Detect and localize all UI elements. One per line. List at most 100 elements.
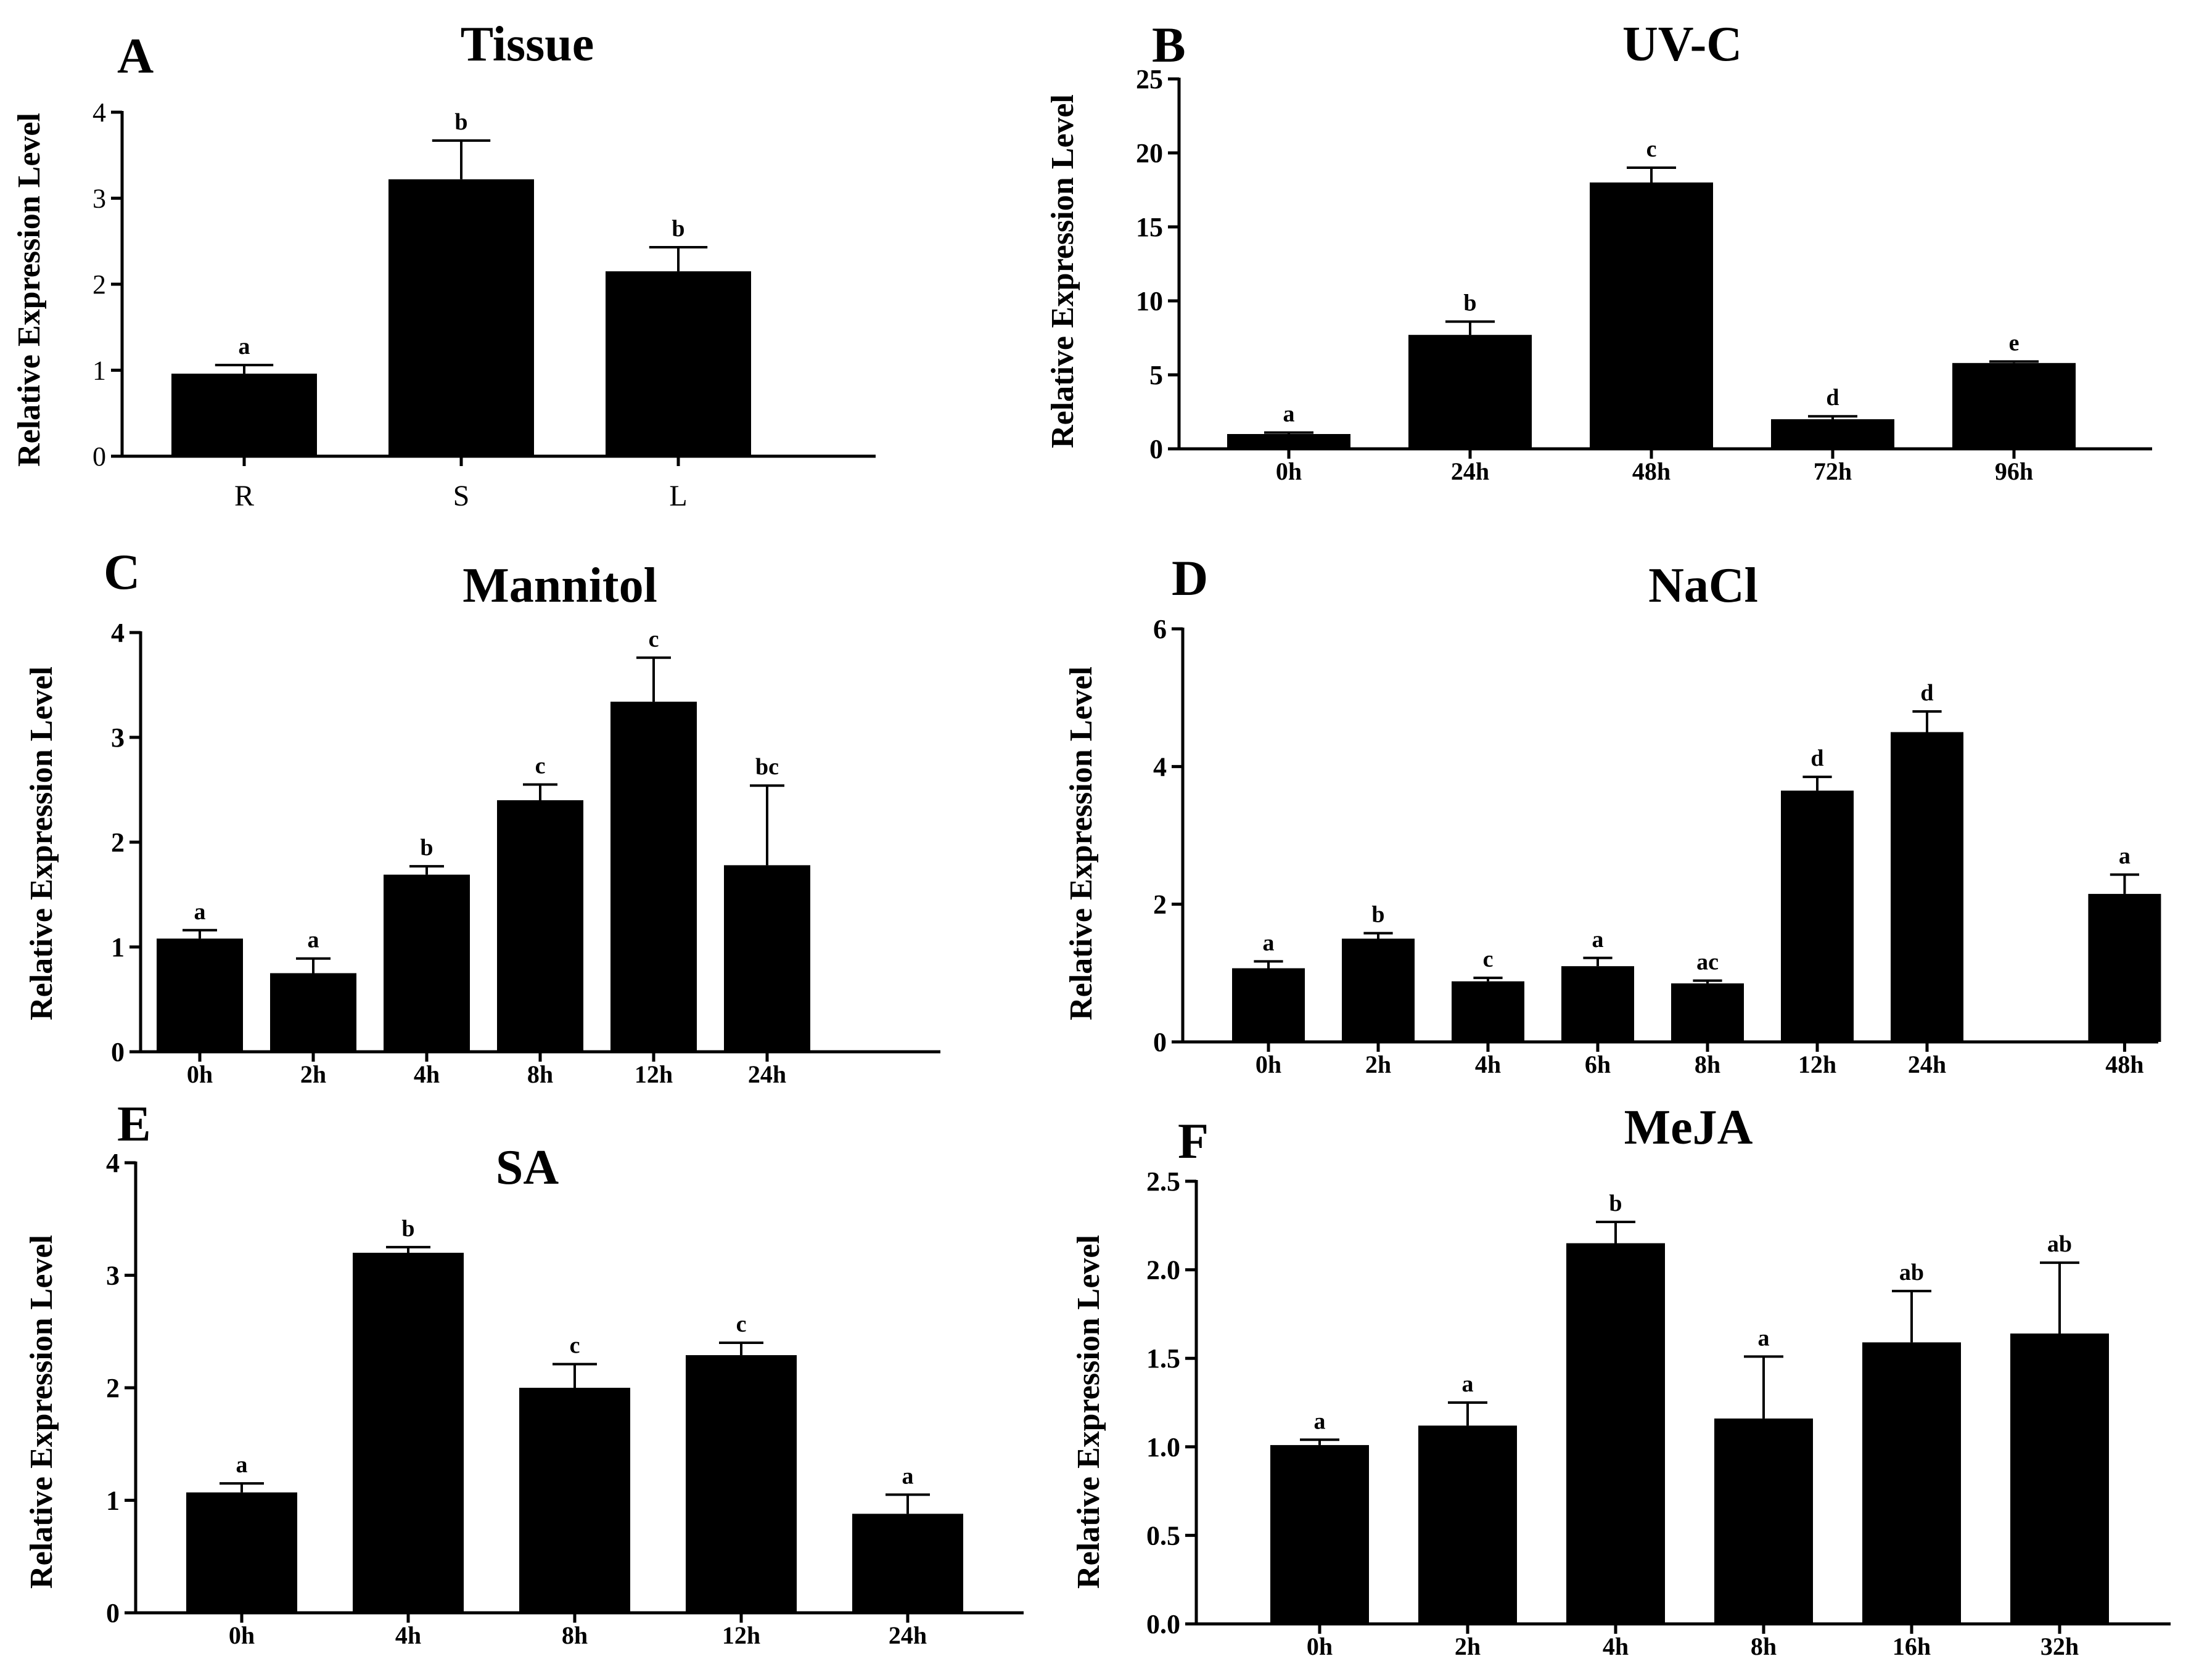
- panel-a-bar: [606, 271, 751, 456]
- panel-e-bar: [186, 1492, 297, 1613]
- panel-b-x-tick-label: 48h: [1632, 457, 1671, 485]
- panel-e-y-tick-label: 0: [106, 1598, 120, 1628]
- panel-c-error-bar: [523, 783, 557, 800]
- panel-c-y-tick-label: 2: [111, 827, 125, 858]
- panel-d-bar: [1232, 968, 1305, 1042]
- panel-f-x-tick-label: 8h: [1751, 1633, 1777, 1660]
- panel-f-title: MeJA: [1624, 1100, 1753, 1155]
- panel-c-significance-label: a: [308, 927, 319, 953]
- panel-f-x-tick-label: 0h: [1307, 1633, 1333, 1660]
- panel-c-y-axis-label: Relative Expression Level: [24, 666, 59, 1020]
- panel-b-letter: B: [1152, 17, 1186, 73]
- panel-f-letter: F: [1178, 1113, 1209, 1169]
- panel-d-bar: [1781, 790, 1854, 1042]
- panel-c-bar: [384, 874, 470, 1052]
- panel-c-bar: [270, 973, 356, 1052]
- panel-d-error-bar: [1363, 932, 1393, 939]
- panel-b-y-tick-label: 25: [1136, 64, 1163, 94]
- panel-b-bar: [1590, 182, 1713, 449]
- panel-c-x-tick-label: 12h: [635, 1060, 673, 1088]
- panel-c-x-tick-label: 24h: [748, 1060, 786, 1088]
- panel-c-letter: C: [104, 544, 140, 600]
- panel-e-x-tick-label: 12h: [722, 1621, 760, 1649]
- panel-e-y-tick-label: 2: [106, 1373, 120, 1403]
- panel-b-y-tick-label: 5: [1149, 360, 1163, 390]
- panel-e-x-tick-label: 4h: [395, 1621, 421, 1649]
- panel-f-error-bar: [1892, 1290, 1931, 1343]
- panel-f-y-tick-label: 2.0: [1146, 1255, 1180, 1285]
- panel-c-significance-label: c: [649, 626, 659, 652]
- panel-e-bar: [519, 1388, 630, 1613]
- panel-d-x-tick-label: 48h: [2105, 1051, 2143, 1078]
- panel-b-x-tick-label: 24h: [1451, 457, 1489, 485]
- panel-e-significance-label: c: [736, 1311, 747, 1337]
- panel-d-error-bar: [1254, 960, 1283, 969]
- panel-f-x-tick-label: 32h: [2041, 1633, 2079, 1660]
- panel-e-bar: [686, 1355, 797, 1613]
- panel-b-bar: [1227, 434, 1350, 449]
- panel-a-y-tick-label: 3: [92, 184, 106, 214]
- panel-b-bar: [1952, 363, 2076, 449]
- panel-d-x-tick-label: 24h: [1908, 1051, 1946, 1078]
- panel-f-y-axis-label: Relative Expression Level: [1071, 1235, 1106, 1589]
- panel-d-bar: [1561, 966, 1634, 1042]
- panel-d-y-tick-label: 6: [1153, 614, 1167, 644]
- panel-f-bar: [1270, 1444, 1369, 1624]
- panel-b-significance-label: e: [2009, 330, 2020, 356]
- panel-a-error-bar: [649, 246, 708, 272]
- panel-c-error-bar: [296, 957, 331, 973]
- panel-e-bar: [353, 1253, 464, 1613]
- panel-e-x-tick-label: 8h: [562, 1621, 588, 1649]
- panel-d-y-tick-label: 2: [1153, 890, 1167, 920]
- panel-b-error-bar: [1445, 320, 1495, 335]
- panel-d-significance-label: c: [1483, 946, 1494, 972]
- panel-d-error-bar: [2110, 873, 2139, 894]
- panel-d-significance-label: a: [2119, 843, 2131, 869]
- panel-b-significance-label: d: [1826, 385, 1839, 411]
- panel-f-bar: [1418, 1425, 1517, 1624]
- panel-f-significance-label: ab: [1899, 1260, 1924, 1285]
- panel-f-significance-label: a: [1462, 1371, 1474, 1397]
- panel-a-significance-label: a: [239, 334, 250, 359]
- panel-d-error-bar: [1912, 710, 1942, 732]
- panel-d-bar: [1452, 981, 1524, 1042]
- panel-b-error-bar: [1989, 360, 2039, 363]
- panel-d-bar: [1342, 938, 1415, 1042]
- panel-e-significance-label: c: [570, 1333, 580, 1359]
- panel-d-plot: 0 2 4 6 a 0h b 2h c 4h a 6h ac 8h d 12h d 24h a 48h: [1153, 614, 2161, 1078]
- panel-a-error-bar: [215, 364, 274, 374]
- panel-c: C Mannitol Relative Expression Level 012…: [24, 544, 940, 1088]
- panel-a-bar: [171, 374, 317, 456]
- panel-b: B UV-C Relative Expression Level 0 5 10 15 2…: [1045, 17, 2152, 485]
- panel-e-y-tick-label: 3: [106, 1261, 120, 1291]
- panel-b-x-tick-label: 72h: [1814, 457, 1852, 485]
- panel-b-y-tick-label: 15: [1136, 212, 1163, 242]
- panel-e-x-tick-label: 0h: [229, 1621, 255, 1649]
- panel-d-title: NaCl: [1648, 559, 1758, 613]
- panel-d-x-tick-label: 12h: [1798, 1051, 1836, 1078]
- panel-c-y-tick-label: 1: [111, 932, 125, 962]
- panel-d-y-axis-label: Relative Expression Level: [1064, 666, 1099, 1020]
- panel-b-error-bar: [1264, 431, 1313, 434]
- panel-b-bar: [1771, 419, 1894, 449]
- panel-d: D NaCl Relative Expression Level 0 2 4 6 a 0h…: [1064, 550, 2161, 1078]
- panel-b-bar: [1408, 335, 1532, 449]
- panel-f-y-tick-label: 0.0: [1146, 1609, 1180, 1639]
- panel-e-error-bar: [386, 1245, 430, 1253]
- panel-f-bar: [1714, 1418, 1813, 1624]
- panel-c-title: Mannitol: [462, 559, 657, 613]
- panel-d-letter: D: [1172, 550, 1208, 606]
- panel-d-bar: [1671, 983, 1744, 1042]
- panel-c-error-bar: [183, 928, 217, 939]
- panel-f-error-bar: [1300, 1438, 1339, 1445]
- panel-b-error-bar: [1808, 415, 1857, 419]
- panel-e: E SA Relative Expression Level 0 1 2 3 4 a 0h b…: [24, 1096, 1024, 1649]
- panel-c-y-tick-label: 4: [111, 618, 125, 648]
- panel-a-y-tick-label: 2: [92, 269, 106, 300]
- panel-c-x-tick-label: 0h: [187, 1060, 213, 1088]
- panel-c-plot: 0 1 2 3 4 a 0h a 2h b 4h c 8h c 12h bc 24h: [111, 618, 940, 1088]
- panel-f-x-tick-label: 4h: [1603, 1633, 1629, 1660]
- panel-c-x-tick-label: 8h: [527, 1060, 553, 1088]
- panel-c-significance-label: bc: [755, 754, 779, 780]
- panel-c-bar: [610, 702, 697, 1052]
